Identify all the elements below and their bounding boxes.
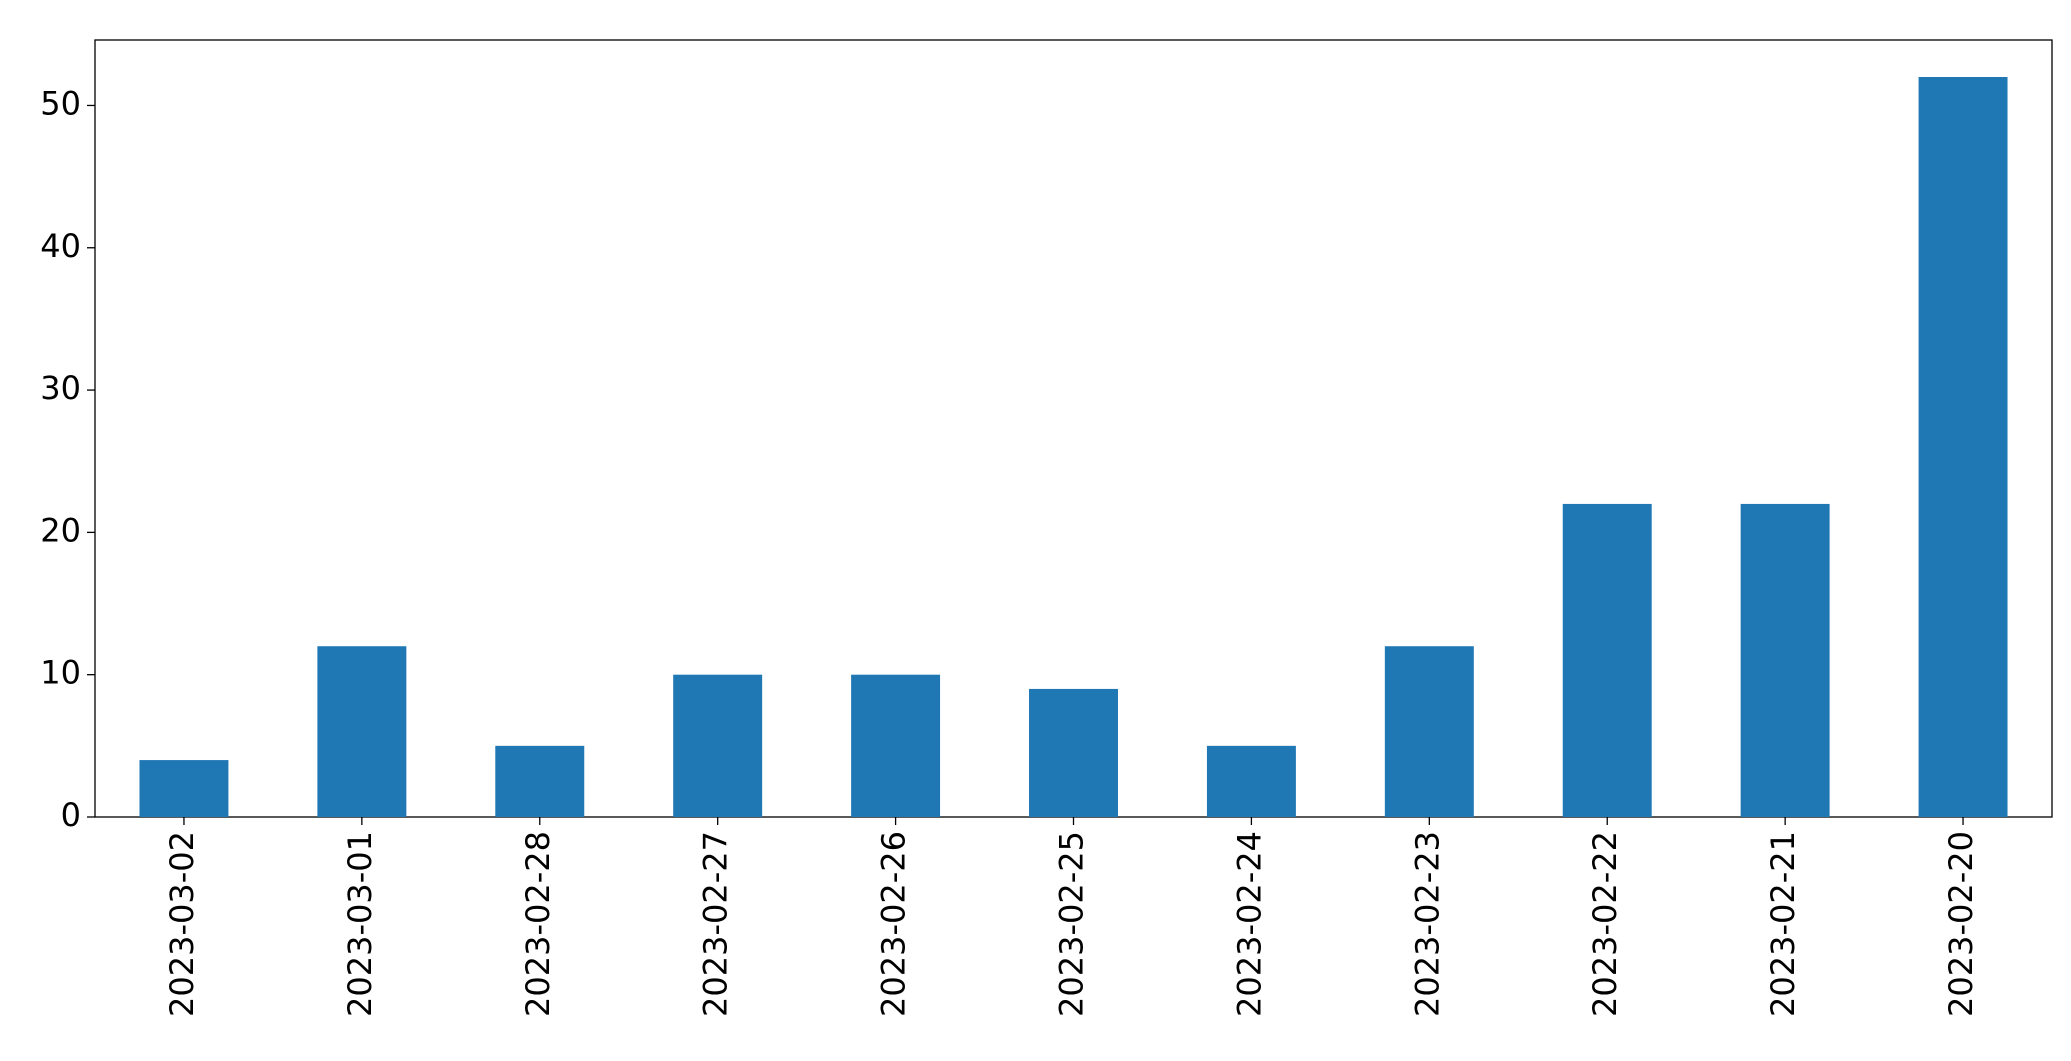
y-tick-label: 20	[40, 511, 81, 549]
bar	[317, 646, 407, 817]
bar	[495, 745, 585, 817]
x-tick-label: 2023-02-22	[1586, 831, 1624, 1017]
x-tick-label: 2023-02-27	[697, 831, 735, 1017]
y-tick-label: 0	[61, 796, 81, 834]
bar	[1206, 745, 1296, 817]
x-tick-label: 2023-03-02	[163, 831, 201, 1017]
y-tick-label: 50	[40, 84, 81, 122]
x-tick-label: 2023-02-24	[1230, 831, 1268, 1017]
bar	[1562, 503, 1652, 817]
bar	[1918, 77, 2008, 817]
x-tick-label: 2023-03-01	[341, 831, 379, 1017]
x-tick-label: 2023-02-26	[875, 831, 913, 1017]
bar	[673, 674, 763, 817]
bar	[1740, 503, 1830, 817]
bar	[851, 674, 941, 817]
bar	[1384, 646, 1474, 817]
x-tick-label: 2023-02-25	[1053, 831, 1091, 1017]
y-tick-label: 40	[40, 227, 81, 265]
x-tick-label: 2023-02-23	[1408, 831, 1446, 1017]
bar	[1029, 688, 1118, 817]
y-tick-label: 30	[40, 369, 81, 407]
bar	[139, 760, 229, 817]
y-tick-label: 10	[40, 654, 81, 692]
x-tick-label: 2023-02-20	[1942, 831, 1980, 1017]
x-tick-label: 2023-02-28	[519, 831, 557, 1017]
x-tick-label: 2023-02-21	[1764, 831, 1802, 1017]
